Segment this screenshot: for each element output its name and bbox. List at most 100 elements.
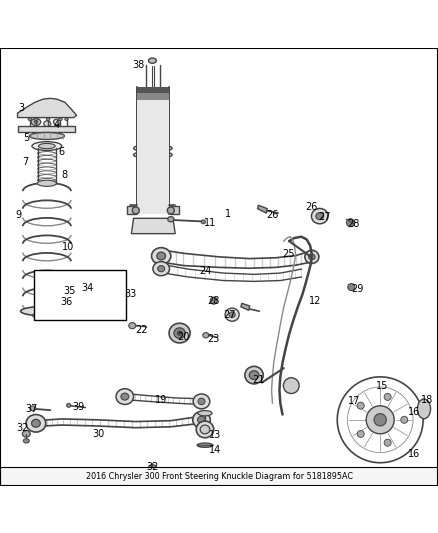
Ellipse shape: [60, 294, 67, 300]
Ellipse shape: [198, 398, 205, 405]
Ellipse shape: [59, 118, 62, 120]
Ellipse shape: [65, 292, 72, 297]
Ellipse shape: [169, 323, 190, 343]
Circle shape: [347, 387, 413, 453]
Ellipse shape: [201, 220, 205, 224]
Text: 39: 39: [72, 402, 84, 411]
Text: 1: 1: [225, 209, 231, 219]
Ellipse shape: [23, 439, 29, 443]
Text: 38: 38: [132, 60, 144, 70]
Circle shape: [167, 207, 174, 214]
Ellipse shape: [34, 120, 38, 123]
Text: 10: 10: [62, 242, 74, 252]
Ellipse shape: [229, 312, 235, 318]
Text: 14: 14: [208, 445, 221, 455]
Circle shape: [283, 378, 299, 393]
Bar: [34, 270, 126, 320]
Text: 18: 18: [421, 395, 433, 405]
Text: 22: 22: [135, 325, 147, 335]
Polygon shape: [241, 303, 250, 310]
Text: 34: 34: [81, 282, 94, 293]
Circle shape: [401, 416, 408, 423]
Text: 6: 6: [58, 147, 64, 157]
Ellipse shape: [168, 216, 174, 222]
Ellipse shape: [32, 142, 62, 150]
Ellipse shape: [22, 431, 30, 437]
Ellipse shape: [26, 415, 46, 432]
Ellipse shape: [152, 248, 171, 264]
Text: 27: 27: [224, 310, 236, 320]
Polygon shape: [18, 126, 75, 132]
Text: 25: 25: [282, 249, 294, 259]
Ellipse shape: [39, 143, 55, 149]
Ellipse shape: [34, 118, 38, 120]
Ellipse shape: [193, 394, 210, 409]
Ellipse shape: [37, 180, 57, 187]
Ellipse shape: [53, 119, 60, 125]
Ellipse shape: [148, 58, 156, 63]
Ellipse shape: [348, 284, 355, 290]
Circle shape: [132, 207, 139, 214]
Ellipse shape: [193, 411, 210, 428]
Ellipse shape: [177, 331, 182, 335]
Text: 28: 28: [208, 296, 220, 305]
Text: 35: 35: [63, 286, 75, 296]
Ellipse shape: [203, 333, 209, 338]
Text: 8: 8: [62, 169, 68, 180]
Text: 2016 Chrysler 300 Front Steering Knuckle Diagram for 5181895AC: 2016 Chrysler 300 Front Steering Knuckle…: [85, 472, 353, 481]
Text: 36: 36: [60, 297, 73, 308]
Ellipse shape: [225, 308, 239, 321]
Ellipse shape: [30, 406, 36, 411]
Ellipse shape: [32, 312, 61, 319]
Ellipse shape: [65, 118, 68, 120]
Ellipse shape: [417, 399, 431, 419]
Bar: [0, 467, 438, 486]
Ellipse shape: [316, 213, 324, 220]
Text: 16: 16: [408, 407, 420, 417]
Text: 13: 13: [208, 430, 221, 440]
Text: 7: 7: [22, 157, 28, 167]
Ellipse shape: [46, 118, 50, 120]
Text: 4: 4: [54, 120, 60, 131]
Text: 9: 9: [15, 210, 21, 220]
Ellipse shape: [29, 133, 64, 140]
Ellipse shape: [31, 118, 41, 125]
Circle shape: [337, 377, 423, 463]
Ellipse shape: [49, 278, 61, 286]
Circle shape: [384, 439, 391, 446]
Ellipse shape: [153, 262, 170, 276]
Ellipse shape: [129, 322, 136, 329]
Text: 3: 3: [18, 103, 24, 113]
Ellipse shape: [44, 121, 51, 126]
Polygon shape: [18, 98, 77, 118]
Circle shape: [366, 406, 394, 434]
Circle shape: [384, 393, 391, 400]
Bar: [137, 87, 169, 214]
Text: 5: 5: [23, 133, 29, 143]
Bar: [137, 93, 169, 100]
Text: 21: 21: [252, 375, 265, 384]
Ellipse shape: [245, 366, 263, 384]
Ellipse shape: [28, 118, 32, 120]
Ellipse shape: [121, 393, 129, 400]
Ellipse shape: [116, 389, 134, 405]
Text: 37: 37: [25, 404, 38, 414]
Ellipse shape: [198, 410, 212, 416]
Text: 24: 24: [199, 266, 211, 276]
Text: 27: 27: [319, 213, 331, 222]
Ellipse shape: [134, 151, 172, 159]
Ellipse shape: [158, 265, 165, 272]
Text: 15: 15: [376, 381, 388, 391]
Ellipse shape: [346, 219, 354, 227]
Circle shape: [357, 402, 364, 409]
Circle shape: [374, 414, 386, 426]
Ellipse shape: [71, 286, 79, 293]
Text: 23: 23: [208, 334, 220, 344]
Text: 29: 29: [351, 284, 363, 294]
Text: 16: 16: [408, 449, 420, 459]
Circle shape: [357, 431, 364, 438]
Text: 32: 32: [17, 423, 29, 433]
Polygon shape: [127, 206, 136, 214]
Ellipse shape: [210, 297, 217, 304]
Ellipse shape: [198, 416, 205, 423]
